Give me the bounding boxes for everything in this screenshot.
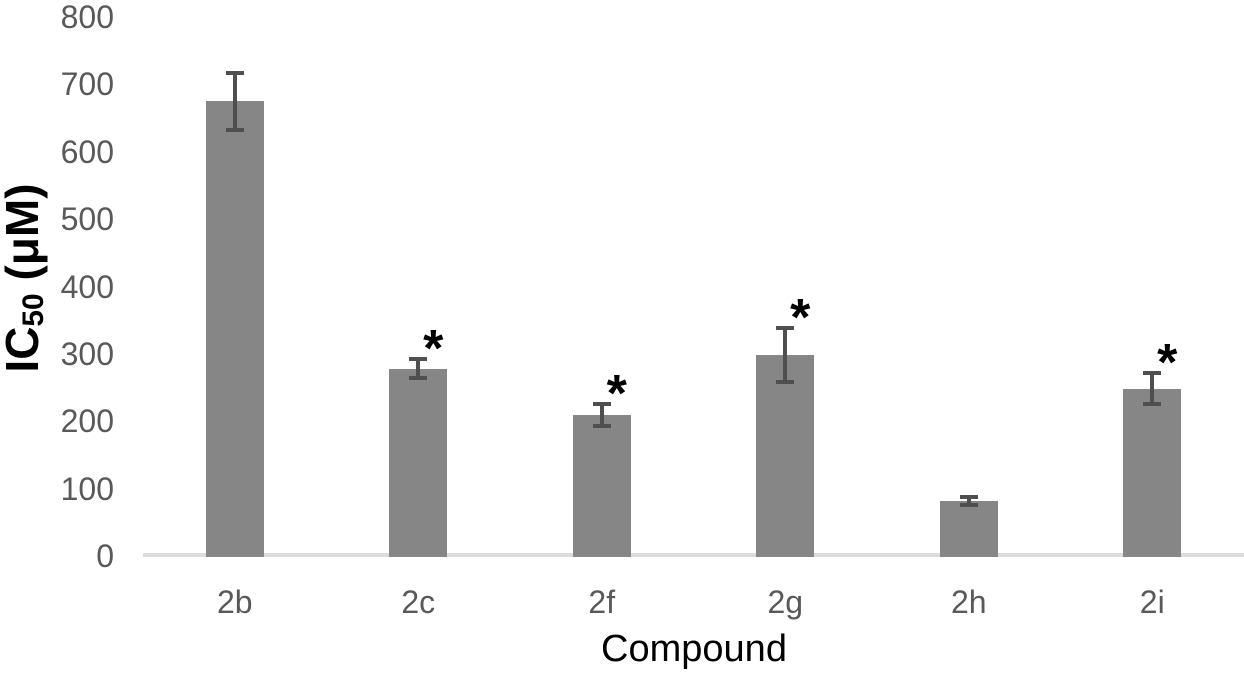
- error-bar-line-2b: [232, 72, 237, 130]
- error-bar-cap-top-2b: [225, 70, 244, 75]
- error-bar-cap-bottom-2f: [592, 423, 611, 428]
- error-bar-line-2g: [783, 328, 788, 383]
- significance-star-2c: *: [423, 320, 444, 379]
- significance-star-2i: *: [1157, 334, 1178, 393]
- error-bar-cap-bottom-2i: [1143, 402, 1162, 407]
- bar-2b: [205, 101, 264, 557]
- error-bar-cap-bottom-2h: [959, 503, 978, 508]
- y-tick-label-200: 200: [60, 403, 114, 440]
- error-bar-cap-top-2i: [1143, 371, 1162, 376]
- bar-2c: [389, 368, 448, 557]
- x-tick-label-2i: 2i: [1139, 584, 1165, 620]
- error-bar-line-2h: [966, 497, 971, 506]
- y-tick-label-0: 0: [96, 538, 114, 574]
- bar-2i: [1123, 388, 1182, 557]
- error-bar-cap-top-2g: [776, 326, 795, 331]
- y-tick-label-300: 300: [60, 335, 114, 372]
- y-tick-label-400: 400: [60, 268, 114, 305]
- significance-star-2f: *: [606, 365, 627, 424]
- error-bar-line-2i: [1150, 373, 1155, 405]
- error-bar-line-2f: [599, 404, 604, 426]
- bar-2f: [572, 415, 631, 557]
- error-bar-cap-top-2f: [592, 402, 611, 407]
- error-bar-line-2c: [416, 359, 421, 379]
- bar-2g: [756, 355, 815, 557]
- error-bar-cap-bottom-2c: [409, 376, 428, 381]
- y-tick-label-100: 100: [60, 470, 114, 507]
- x-tick-label-2g: 2g: [767, 584, 804, 620]
- error-bar-cap-top-2c: [409, 357, 428, 362]
- error-bar-cap-bottom-2g: [776, 380, 795, 385]
- x-tick-label-2c: 2c: [401, 584, 436, 620]
- x-tick-label-2f: 2f: [588, 584, 616, 620]
- x-axis-line: [143, 553, 1244, 557]
- x-tick-label-2b: 2b: [216, 584, 253, 620]
- x-axis-title: Compound: [601, 628, 787, 670]
- error-bar-cap-top-2h: [959, 495, 978, 500]
- y-tick-label-800: 800: [60, 0, 114, 35]
- significance-star-2g: *: [790, 289, 811, 348]
- bar-2h: [939, 501, 998, 557]
- y-tick-label-500: 500: [60, 201, 114, 238]
- error-bar-cap-bottom-2b: [225, 127, 244, 132]
- y-tick-label-700: 700: [60, 66, 114, 103]
- y-tick-label-600: 600: [60, 133, 114, 170]
- x-tick-label-2h: 2h: [950, 584, 987, 620]
